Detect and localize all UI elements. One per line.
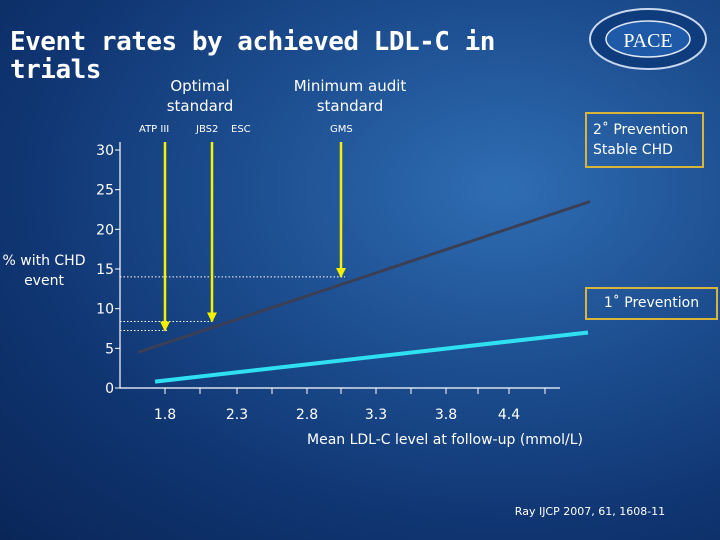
- y-tick-label: 25: [96, 183, 114, 199]
- optimal-standard-label: Optimal standard: [166, 77, 234, 115]
- x-tick-label: 3.8: [435, 407, 457, 423]
- y-tick-label: 20: [96, 222, 114, 238]
- y-tick-label: 15: [96, 262, 114, 278]
- guideline-gms: GMS: [330, 124, 353, 135]
- guideline-jbs2: JBS2: [196, 124, 219, 135]
- logo-text: PACE: [623, 30, 672, 52]
- x-tick-label: 3.3: [365, 407, 387, 423]
- y-axis-label: % with CHD event: [2, 253, 86, 289]
- x-tick-label: 2.3: [226, 407, 248, 423]
- y-tick-label: 10: [96, 302, 114, 318]
- minimum-audit-standard-label: Minimum audit standard: [293, 77, 407, 115]
- pace-logo: PACE: [589, 8, 707, 70]
- guideline-atp3: ATP III: [139, 124, 170, 135]
- slide-title: Event rates by achieved LDL-C in trials: [10, 27, 495, 85]
- secondary-prevention-box: 2˚ Prevention Stable CHD: [585, 112, 704, 168]
- y-tick-label: 5: [105, 341, 114, 357]
- citation: Ray IJCP 2007, 61, 1608-11: [514, 505, 666, 518]
- primary-prevention-box: 1˚ Prevention: [585, 287, 718, 320]
- primary-prevention-line: [154, 330, 589, 384]
- x-tick-label: 1.8: [154, 407, 176, 423]
- secondary-prevention-line: [137, 200, 591, 354]
- guideline-esc: ESC: [231, 124, 251, 135]
- x-axis-label: Mean LDL-C level at follow-up (mmol/L): [307, 432, 583, 448]
- x-tick-label: 4.4: [498, 407, 520, 423]
- x-tick-label: 2.8: [296, 407, 318, 423]
- y-tick-label: 30: [96, 143, 114, 159]
- y-tick-label: 0: [105, 381, 114, 397]
